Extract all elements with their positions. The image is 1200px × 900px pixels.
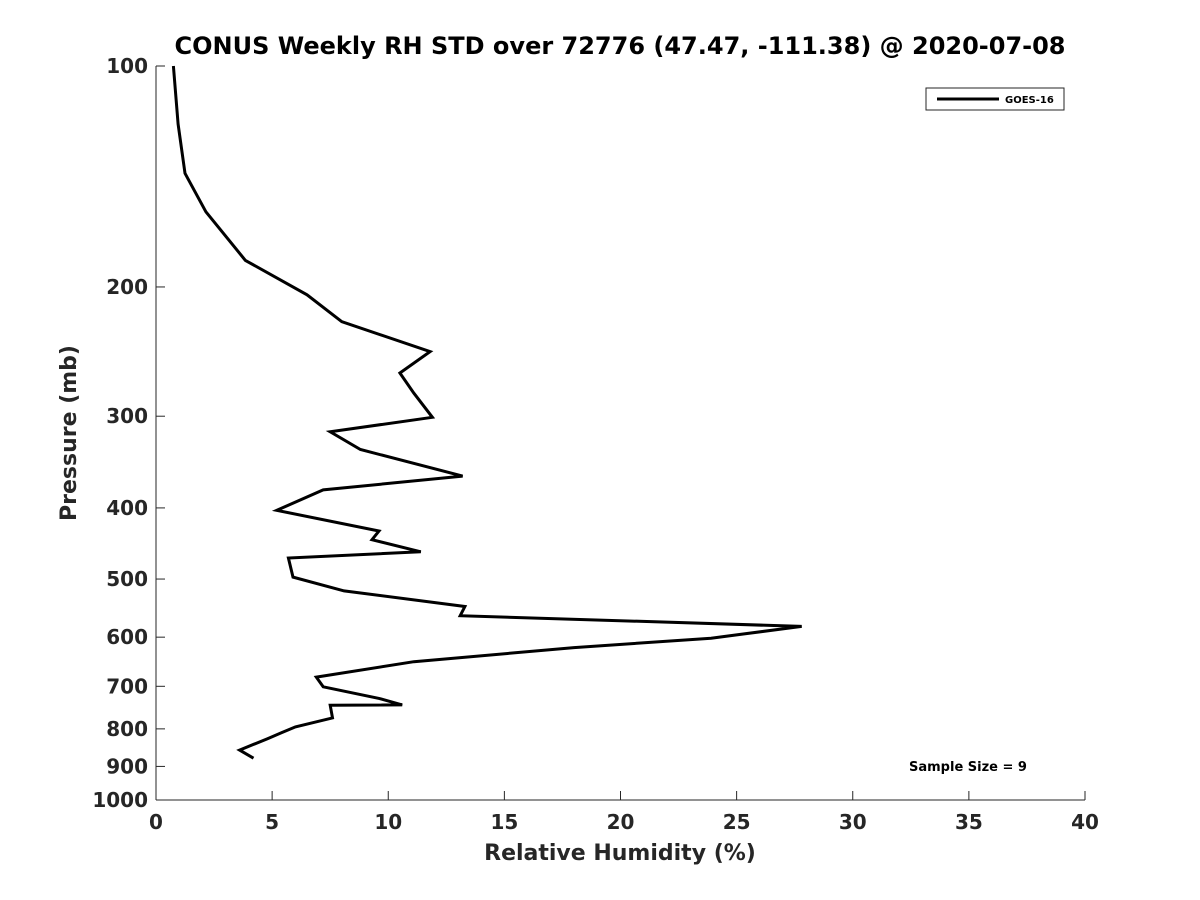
x-tick-label: 15 bbox=[490, 810, 518, 834]
y-tick-label: 500 bbox=[106, 567, 148, 591]
legend-label-goes-16: GOES-16 bbox=[1005, 95, 1054, 106]
y-tick-label: 200 bbox=[106, 275, 148, 299]
y-tick-label: 600 bbox=[106, 625, 148, 649]
series-layer bbox=[171, 65, 802, 760]
x-tick-label: 25 bbox=[723, 810, 751, 834]
sample-size-annotation: Sample Size = 9 bbox=[909, 760, 1027, 775]
x-tick-label: 30 bbox=[839, 810, 867, 834]
y-tick-label: 300 bbox=[106, 404, 148, 428]
x-tick-label: 10 bbox=[374, 810, 402, 834]
y-tick-label: 800 bbox=[106, 717, 148, 741]
y-tick-label: 900 bbox=[106, 754, 148, 778]
chart-title: CONUS Weekly RH STD over 72776 (47.47, -… bbox=[174, 32, 1065, 60]
y-ticks: 100 200 300 400 500 600 700 800 900 1000 bbox=[92, 54, 165, 812]
x-tick-label: 5 bbox=[265, 810, 279, 834]
x-tick-label: 35 bbox=[955, 810, 983, 834]
x-tick-label: 20 bbox=[607, 810, 635, 834]
x-tick-label: 0 bbox=[149, 810, 163, 834]
y-tick-label: 400 bbox=[106, 496, 148, 520]
legend: GOES-16 bbox=[925, 87, 1065, 111]
y-tick-label: 1000 bbox=[92, 788, 148, 812]
y-tick-label: 700 bbox=[106, 674, 148, 698]
series-line-goes-16 bbox=[171, 65, 802, 760]
x-tick-label: 40 bbox=[1071, 810, 1099, 834]
y-tick-label: 100 bbox=[106, 54, 148, 78]
plot-area bbox=[156, 66, 1085, 800]
x-axis-label: Relative Humidity (%) bbox=[484, 841, 756, 866]
y-axis-label: Pressure (mb) bbox=[57, 345, 82, 521]
x-ticks: 0 5 10 15 20 25 30 35 40 bbox=[149, 791, 1099, 834]
